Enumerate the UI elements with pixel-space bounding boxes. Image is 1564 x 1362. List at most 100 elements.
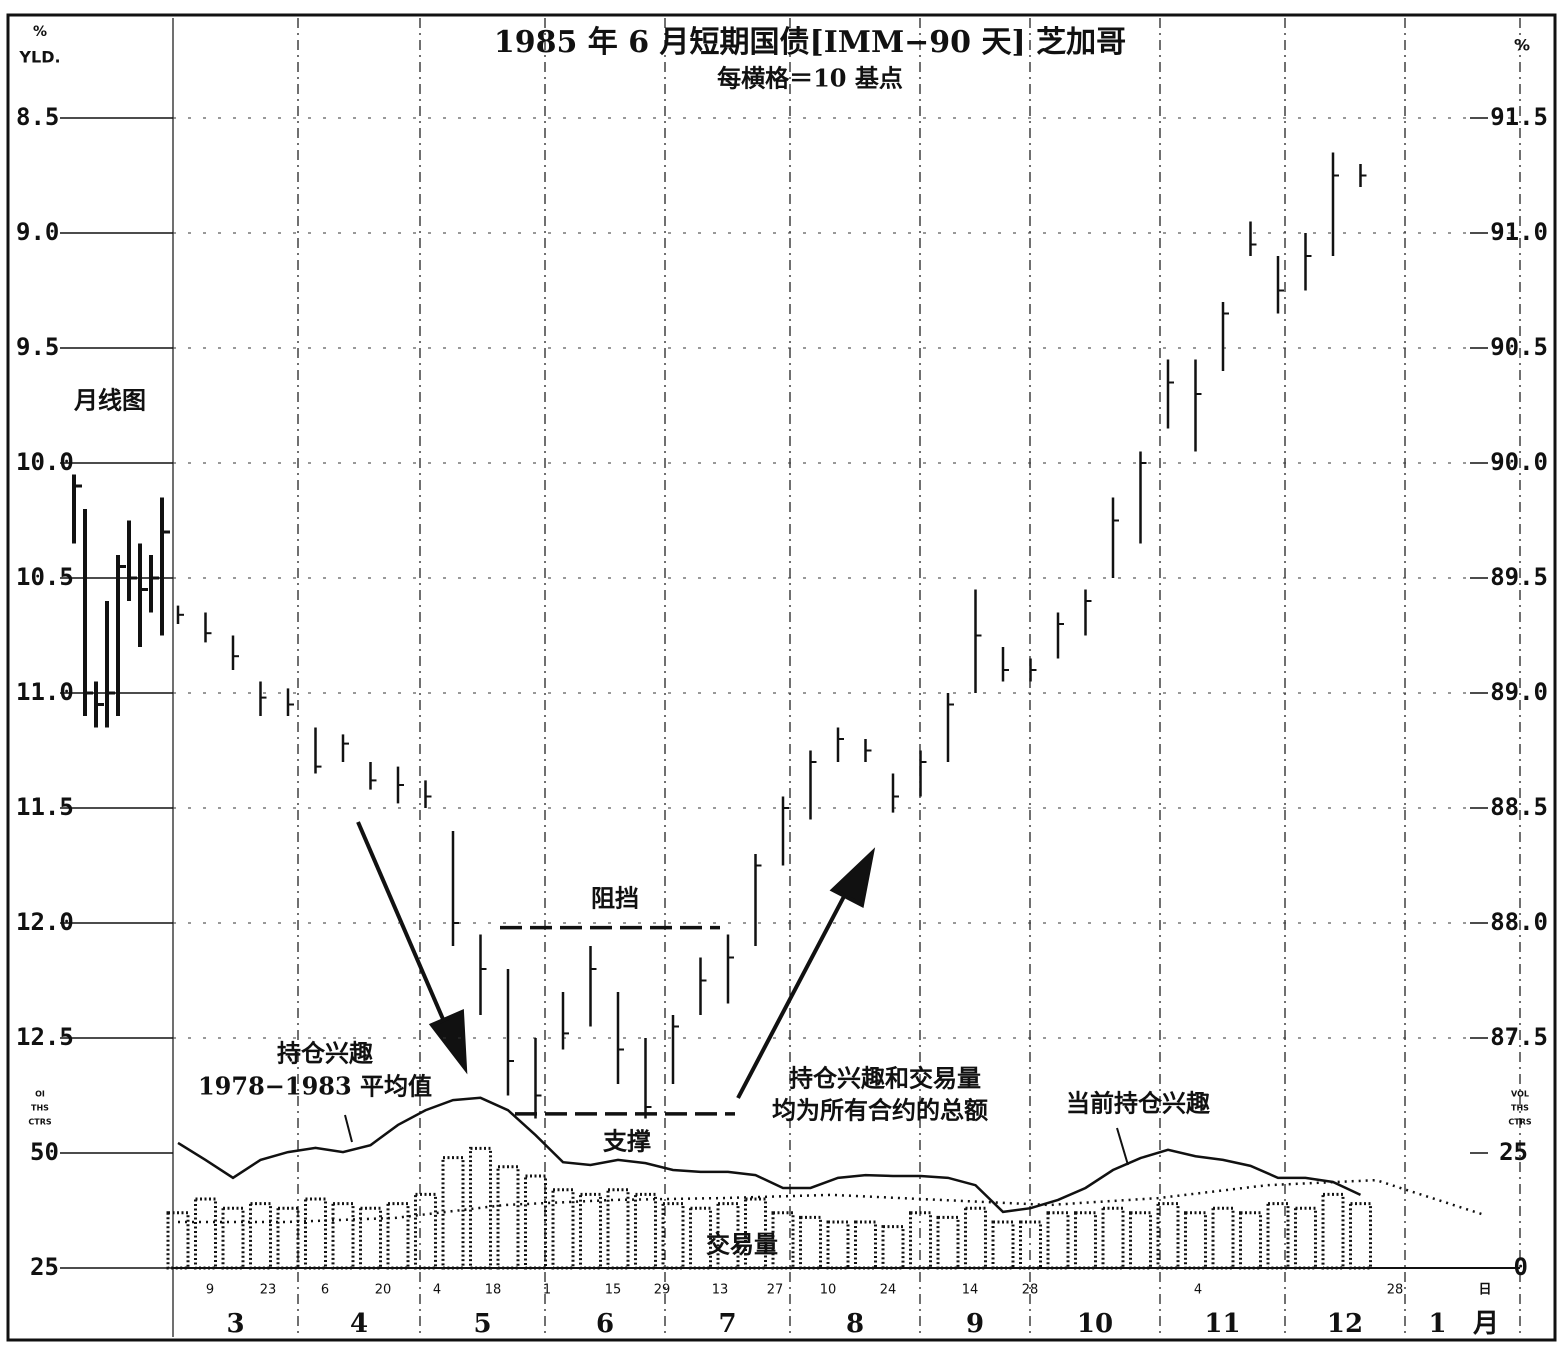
volume-bar <box>1074 1211 1097 1270</box>
month-label: 12 <box>1327 1309 1363 1339</box>
volume-bar <box>771 1211 795 1270</box>
y2-tick-label: 89.0 <box>1490 678 1548 706</box>
y-tick-label: 8.5 <box>16 103 59 131</box>
oi-tick-label: 50 <box>30 1138 59 1166</box>
vol-axis-label: VOL <box>1511 1090 1529 1099</box>
pointer <box>1116 1127 1129 1166</box>
volume-bar <box>1211 1206 1235 1270</box>
month-label: 9 <box>966 1309 984 1339</box>
volume-bar <box>1046 1211 1070 1270</box>
month-label: 1 <box>1428 1309 1446 1339</box>
volume-bar <box>1019 1220 1042 1270</box>
arrowhead <box>829 847 876 909</box>
volume-bar <box>936 1215 960 1270</box>
volume-bar <box>221 1206 245 1270</box>
arrow <box>736 884 852 1099</box>
volume-bar <box>964 1206 987 1270</box>
volume-bar <box>249 1202 272 1270</box>
day-label: 1 <box>543 1283 551 1298</box>
volume-bar <box>469 1146 492 1270</box>
arrowhead <box>428 1009 468 1075</box>
day-label: 4 <box>1194 1283 1202 1298</box>
day-label: 28 <box>1022 1283 1039 1298</box>
day-label: 29 <box>654 1283 671 1298</box>
vol-tick-label: 25 <box>1499 1138 1528 1166</box>
month-label: 7 <box>718 1309 736 1339</box>
volume-bar <box>1239 1211 1262 1270</box>
day-label: 27 <box>767 1283 784 1298</box>
note: 均为所有合约的总额 <box>772 1096 988 1125</box>
y-tick-label: 9.5 <box>16 333 59 361</box>
day-label: 23 <box>260 1283 277 1298</box>
volume-bar <box>304 1197 327 1270</box>
avg-open-interest-line <box>178 1178 1486 1224</box>
day-label: 28 <box>1387 1283 1404 1298</box>
day-label: 24 <box>880 1283 897 1298</box>
volume-bar <box>634 1192 657 1270</box>
y-tick-label: 11.0 <box>16 678 74 706</box>
volume-bar <box>1101 1206 1125 1270</box>
arrows <box>344 821 1129 1166</box>
month-label: 3 <box>226 1309 244 1339</box>
volume-bar <box>1294 1206 1317 1270</box>
arrow <box>356 821 454 1041</box>
y2-label: % <box>1514 36 1530 55</box>
pointer <box>344 1114 353 1143</box>
avg-oi-label: 持仓兴趣 <box>277 1039 374 1068</box>
volume-bar <box>716 1202 740 1270</box>
y-tick-label: 11.5 <box>16 793 74 821</box>
day-label: 13 <box>712 1283 729 1298</box>
y-tick-label: 10.5 <box>16 563 74 591</box>
note: 持仓兴趣和交易量 <box>789 1064 981 1093</box>
volume-bar <box>799 1215 822 1270</box>
y2-tick-label: 91.0 <box>1490 218 1548 246</box>
volume-bar <box>854 1220 877 1270</box>
volume-bar <box>496 1165 520 1270</box>
volume-bar <box>744 1197 767 1270</box>
month-label: 6 <box>596 1309 614 1339</box>
volume-bar <box>1129 1211 1152 1270</box>
month-label: 4 <box>350 1309 368 1339</box>
y-label: % <box>33 24 47 40</box>
volume-bar <box>551 1188 575 1270</box>
volume-bar <box>661 1202 685 1270</box>
volume-bar <box>386 1202 410 1270</box>
chart-subtitle: 每横格＝10 基点 <box>717 64 903 93</box>
volume-bar <box>909 1211 932 1270</box>
day-label: 15 <box>605 1283 622 1298</box>
volume-bar <box>414 1192 437 1270</box>
day-label: 6 <box>321 1283 329 1298</box>
day-label: 18 <box>485 1283 502 1298</box>
volume-bar <box>359 1206 382 1270</box>
volume-bar <box>579 1192 602 1270</box>
day-label: 9 <box>206 1283 214 1298</box>
y-tick-label: 12.5 <box>16 1023 74 1051</box>
frame <box>6 13 1557 1342</box>
volume-bar <box>166 1211 190 1270</box>
day-label: 14 <box>962 1283 979 1298</box>
month-label: 11 <box>1204 1309 1240 1339</box>
volume-bar <box>1156 1202 1180 1270</box>
y-tick-label: 12.0 <box>16 908 74 936</box>
resistance-label: 阻挡 <box>591 884 639 913</box>
support-label: 支撑 <box>603 1127 651 1156</box>
month-unit: 月 <box>1472 1309 1499 1339</box>
month-label: 8 <box>846 1309 864 1339</box>
vol-axis-label: CTRS <box>1508 1118 1531 1127</box>
volume-bar <box>1266 1202 1290 1270</box>
y2-tick-label: 89.5 <box>1490 563 1548 591</box>
open-interest-line <box>177 1096 1362 1214</box>
volume-bar <box>194 1197 217 1270</box>
y-tick-label: 9.0 <box>16 218 59 246</box>
volume-bar <box>524 1174 547 1270</box>
day-unit: 日 <box>1478 1283 1491 1298</box>
volume-bar <box>606 1188 630 1270</box>
oi-axis-label: OI <box>35 1090 45 1099</box>
y2-tick-label: 90.5 <box>1490 333 1548 361</box>
volume-bar <box>1349 1202 1372 1270</box>
oi-axis-label: THS <box>31 1104 49 1113</box>
day-label: 20 <box>375 1283 392 1298</box>
y2-tick-label: 91.5 <box>1490 103 1548 131</box>
oi-tick-label: 25 <box>30 1253 59 1281</box>
y2-tick-label: 90.0 <box>1490 448 1548 476</box>
